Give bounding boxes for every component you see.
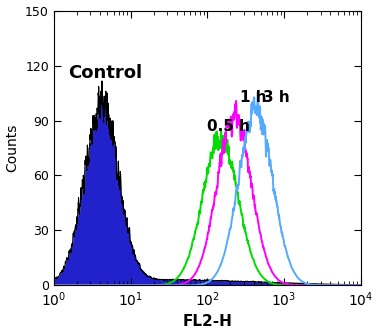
Text: 1 h: 1 h <box>240 90 266 105</box>
Y-axis label: Counts: Counts <box>6 124 20 172</box>
Text: 3 h: 3 h <box>263 90 290 105</box>
X-axis label: FL2-H: FL2-H <box>182 315 232 329</box>
Text: 0.5 h: 0.5 h <box>207 120 250 134</box>
Text: Control: Control <box>68 64 142 82</box>
